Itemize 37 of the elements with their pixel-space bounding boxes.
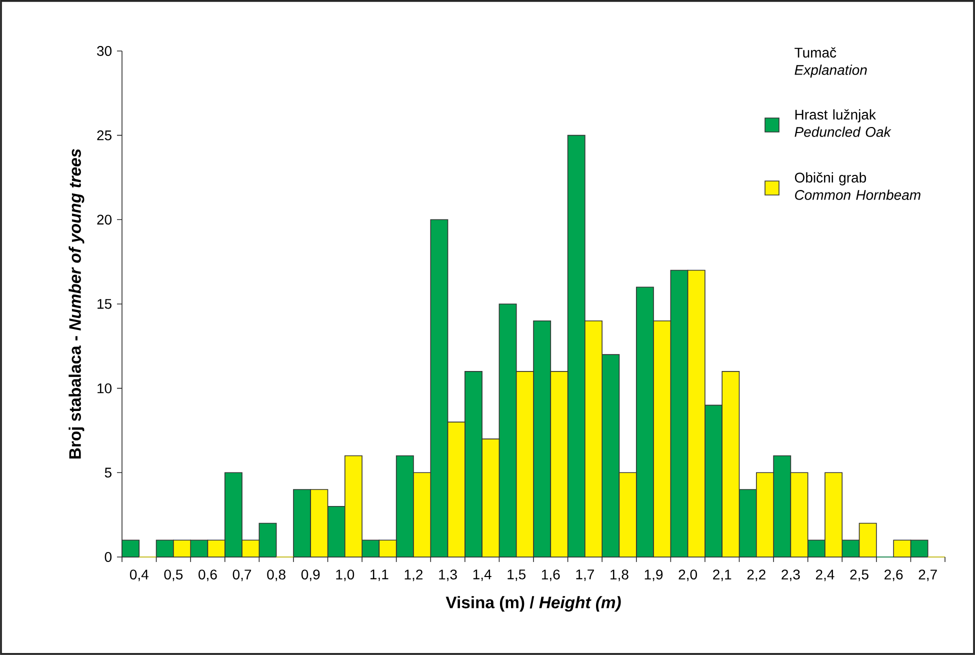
y-tick-label: 20: [97, 214, 112, 225]
x-tick-label: 1,4: [473, 570, 492, 582]
x-tick-label: 1,9: [644, 570, 663, 582]
y-tick-label: 15: [98, 299, 112, 309]
y-tick-label: 25: [97, 130, 112, 140]
x-tick-label: 2,2: [747, 570, 766, 582]
x-tick-label: 1,7: [576, 570, 594, 582]
x-tick-label: 2,7: [918, 570, 937, 582]
legend-title: Tumač Explanation: [794, 47, 867, 78]
x-tick-label: 2,6: [884, 570, 903, 582]
y-tick-label: 0: [104, 552, 112, 562]
legend-label: Hrast lužnjak Peduncled Oak: [794, 109, 892, 137]
x-tick-label: 2,0: [678, 570, 697, 582]
x-tick-label: 0,4: [130, 570, 148, 582]
legend-label: Obični grab Common Hornbeam: [794, 172, 920, 200]
x-tick-label: 1,3: [439, 570, 457, 582]
x-tick-label: 1,6: [542, 570, 560, 582]
y-tick-label: 30: [97, 46, 112, 56]
x-tick-label: 0,6: [198, 570, 217, 582]
y-axis-title: Broj stabalaca - Number of young trees: [68, 148, 84, 458]
x-tick-label: 1,1: [370, 570, 388, 582]
x-tick-label: 0,5: [164, 570, 183, 582]
y-tick-label: 10: [98, 383, 112, 394]
x-tick-label: 1,5: [508, 570, 526, 582]
x-tick-label: 2,1: [713, 570, 732, 582]
x-tick-label: 2,4: [816, 570, 834, 582]
x-tick-label: 0,8: [267, 570, 286, 582]
x-tick-label: 2,3: [782, 570, 800, 582]
x-tick-label: 2,5: [850, 570, 868, 582]
y-tick-label: 5: [104, 468, 112, 478]
x-tick-label: 1,8: [610, 570, 628, 582]
x-tick-label: 0,7: [232, 570, 252, 582]
x-axis-title: Visina (m) / Height (m): [446, 596, 621, 612]
x-tick-label: 1,0: [336, 570, 354, 582]
x-tick-label: 0,9: [301, 570, 320, 582]
x-tick-label: 1,2: [404, 570, 422, 582]
bar: [122, 540, 140, 558]
